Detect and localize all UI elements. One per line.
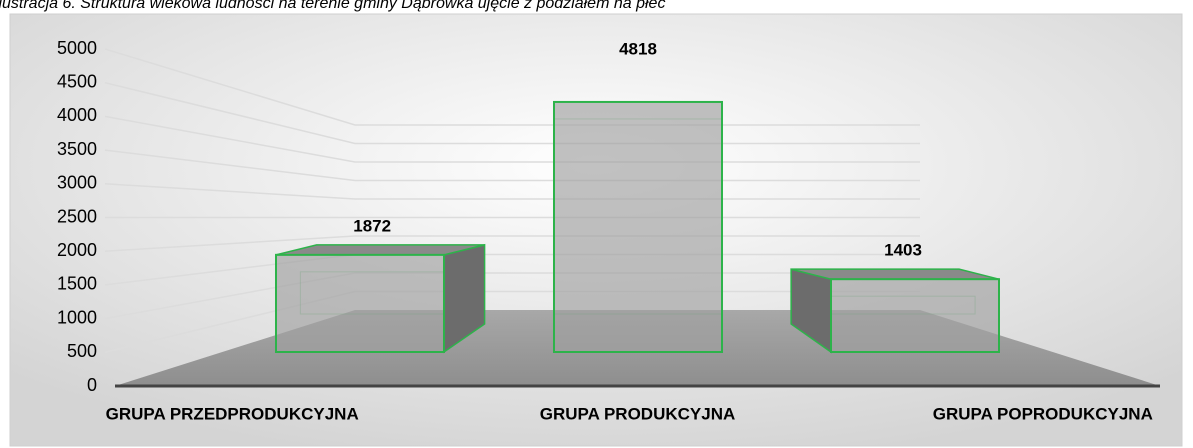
y-tick-label: 500: [67, 341, 97, 361]
x-tick-label: GRUPA POPRODUKCYJNA: [933, 404, 1153, 423]
y-tick-label: 0: [87, 375, 97, 395]
grid-line: [104, 235, 920, 252]
bar: [275, 243, 486, 354]
y-tick-label: 5000: [57, 38, 97, 58]
grid-line: [104, 183, 920, 200]
grid-line: [104, 115, 920, 163]
x-tick-label: GRUPA PRODUKCYJNA: [540, 404, 736, 423]
bar: [790, 268, 1000, 354]
y-tick-label: 4000: [57, 105, 97, 125]
y-tick-label: 2000: [57, 240, 97, 260]
grid-line: [104, 149, 920, 182]
grid-line: [104, 81, 920, 145]
bar-front: [275, 253, 445, 353]
y-tick-label: 3500: [57, 139, 97, 159]
y-tick-label: 2500: [57, 206, 97, 226]
y-tick-label: 4500: [57, 71, 97, 91]
bar-front: [830, 278, 1000, 353]
grid-line: [104, 48, 920, 126]
y-tick-label: 1000: [57, 307, 97, 327]
value-label: 1403: [884, 241, 922, 260]
bar: [553, 100, 723, 354]
value-label: 1872: [353, 216, 391, 235]
chart-title: Ilustracja 6. Struktura wiekowa ludności…: [0, 0, 665, 12]
bar-top: [790, 268, 1000, 280]
value-label: 4818: [619, 39, 657, 58]
x-tick-label: GRUPA PRZEDPRODUKCYJNA: [106, 404, 359, 423]
y-tick-label: 1500: [57, 274, 97, 294]
y-tick-label: 3000: [57, 173, 97, 193]
bar-front: [553, 100, 723, 354]
